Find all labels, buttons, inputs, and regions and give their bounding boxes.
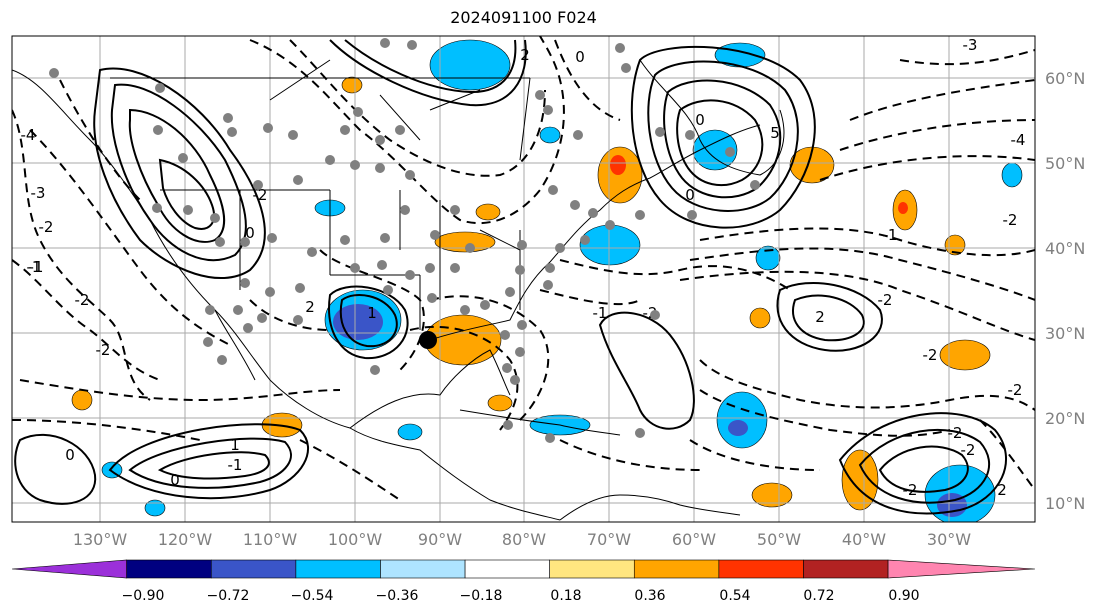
longitude-labels: 130°W 120°W 110°W 100°W 90°W 80°W 70°W 6…	[73, 530, 971, 549]
lat-label: 60°N	[1045, 69, 1085, 88]
contour-label: -2	[1008, 381, 1023, 399]
colorbar-segment	[210, 559, 297, 579]
shaded-anomalies	[71, 39, 1023, 522]
contour-label: -3	[963, 36, 978, 54]
colorbar-segment	[295, 559, 381, 579]
contour-label: -2	[878, 291, 893, 309]
lon-label: 60°W	[672, 530, 716, 549]
contour-label: -2	[96, 341, 111, 359]
contour-label: 0	[685, 186, 695, 204]
colorbar	[11, 559, 1036, 579]
contour-label: 0	[65, 446, 75, 464]
contour-label: -2	[903, 481, 918, 499]
colorbar-extend-max	[887, 559, 1036, 579]
contour-label: 0	[245, 224, 255, 242]
lon-label: 40°W	[842, 530, 886, 549]
highlight-point-marker	[419, 331, 437, 349]
colorbar-segment	[549, 559, 635, 579]
colorbar-tick-labels: −0.90 −0.72 −0.54 −0.36 −0.18 0.18 0.36 …	[122, 588, 920, 604]
lat-label: 50°N	[1045, 154, 1085, 173]
contours	[12, 36, 1035, 515]
colorbar-extend-min	[11, 559, 127, 579]
contour-label: -1	[29, 258, 44, 276]
map-frame	[11, 35, 1036, 523]
lon-label: 70°W	[587, 530, 631, 549]
contour-label: -2	[923, 346, 938, 364]
contour-label: -2	[948, 424, 963, 442]
colorbar-tick: −0.72	[207, 588, 250, 604]
lon-label: 100°W	[328, 530, 383, 549]
colorbar-tick: 0.90	[888, 588, 919, 604]
contour-label: 5	[770, 124, 780, 142]
contour-label: -1	[593, 304, 608, 322]
contour-label: 0	[695, 111, 705, 129]
contour-label: -2	[39, 218, 54, 236]
contour-label: 0	[575, 48, 585, 66]
positive-contours	[14, 39, 1007, 515]
lon-label: 50°W	[757, 530, 801, 549]
contour-label: -2	[1003, 211, 1018, 229]
contour-label: -1	[27, 258, 42, 276]
colorbar-tick: 0.72	[803, 588, 834, 604]
contour-labels: -4-3-2-1-202 1-105-3-4-2-100-2-1 2-2-2 20-2…	[21, 36, 1026, 499]
contour-label: -1	[883, 226, 898, 244]
lat-label: 30°N	[1045, 324, 1085, 343]
contour-label: -1	[228, 456, 243, 474]
lat-label: 10°N	[1045, 494, 1085, 513]
colorbar-tick: 0.18	[550, 588, 581, 604]
colorbar-segment	[464, 559, 550, 579]
contour-label: -2	[75, 291, 90, 309]
contour-label: 2	[997, 481, 1007, 499]
colorbar-segment	[803, 559, 889, 579]
colorbar-tick: −0.18	[460, 588, 503, 604]
colorbar-segment	[718, 559, 804, 579]
contour-label: 1	[367, 304, 377, 322]
colorbar-tick: −0.54	[291, 588, 334, 604]
lon-label: 30°W	[927, 530, 971, 549]
contour-label: 1	[230, 436, 240, 454]
contour-label: -2	[253, 186, 268, 204]
colorbar-tick: 0.36	[634, 588, 665, 604]
map-area: -4-3-2-1-202 1-105-3-4-2-100-2-1 2-2-2 20-2…	[12, 36, 1035, 522]
lon-label: 80°W	[502, 530, 546, 549]
map-title: 2024091100 F024	[450, 8, 597, 27]
contour-label: 2	[815, 308, 825, 326]
latitude-labels: 60°N 50°N 40°N 30°N 20°N 10°N	[1045, 69, 1085, 513]
lon-label: 110°W	[243, 530, 298, 549]
station-markers	[49, 38, 760, 443]
colorbar-tick: −0.90	[122, 588, 165, 604]
lon-label: 90°W	[418, 530, 462, 549]
contour-label: 2	[305, 298, 315, 316]
contour-label: -4	[1011, 131, 1026, 149]
contour-label: -4	[21, 126, 36, 144]
lon-label: 120°W	[158, 530, 213, 549]
colorbar-segment	[126, 559, 212, 579]
contour-label: 0	[170, 471, 180, 489]
contour-label: 2	[520, 46, 530, 64]
colorbar-segment	[633, 559, 720, 579]
colorbar-tick: −0.36	[376, 588, 419, 604]
contour-label: -2	[961, 441, 976, 459]
contour-label: -3	[31, 184, 46, 202]
lon-label: 130°W	[73, 530, 128, 549]
lat-label: 40°N	[1045, 239, 1085, 258]
negative-contours	[12, 36, 1035, 501]
lat-label: 20°N	[1045, 409, 1085, 428]
colorbar-tick: 0.54	[719, 588, 750, 604]
colorbar-segment	[380, 559, 466, 579]
